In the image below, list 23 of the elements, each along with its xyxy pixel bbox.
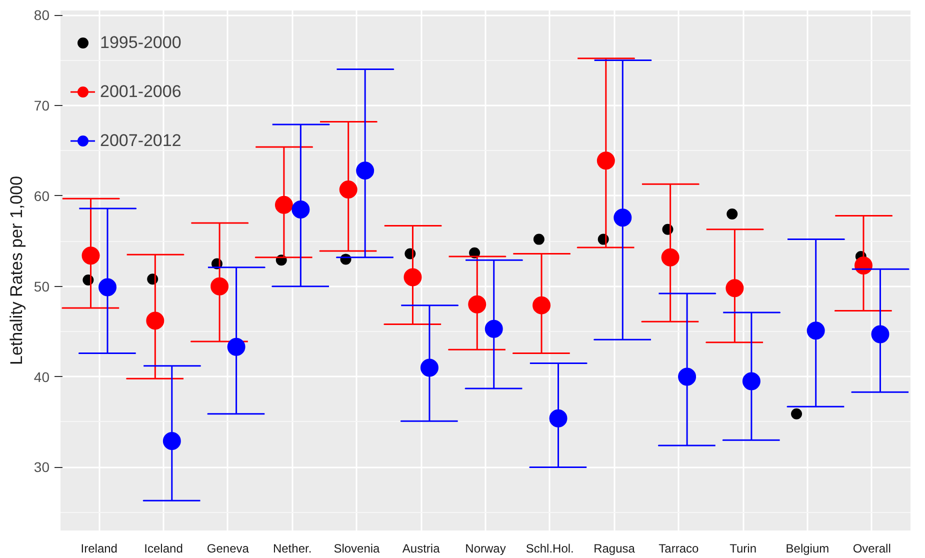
x-tick-label: Slovenia (334, 542, 380, 556)
x-tick-label: Tarraco (658, 542, 700, 556)
x-tick-label: Schl.Hol. (526, 542, 574, 556)
legend-label: 2007-2012 (100, 130, 182, 150)
y-tick-label: 50 (34, 278, 50, 294)
x-tick-label: Iceland (144, 542, 183, 556)
y-tick-label: 30 (34, 459, 50, 476)
y-tick-label: 40 (34, 368, 50, 385)
x-tick-label: Ireland (80, 542, 118, 556)
y-axis-title: Lethality Rates per 1,000 (6, 176, 26, 366)
y-tick-label: 80 (34, 7, 50, 24)
y-tick-label: 60 (34, 188, 50, 204)
x-tick-label: Geneva (206, 542, 250, 556)
x-tick-label: Austria (402, 542, 440, 556)
x-tick-label: Turin (730, 542, 757, 556)
x-tick-label: Nether. (272, 542, 312, 556)
legend-label: 1995-2000 (100, 32, 182, 52)
y-tick-label: 70 (34, 97, 50, 114)
legend-label: 2001-2006 (100, 82, 182, 102)
x-tick-label: Overall (852, 542, 891, 556)
x-tick-label: Norway (465, 542, 506, 556)
x-tick-label: Belgium (786, 542, 830, 556)
x-tick-label: Ragusa (594, 542, 636, 556)
